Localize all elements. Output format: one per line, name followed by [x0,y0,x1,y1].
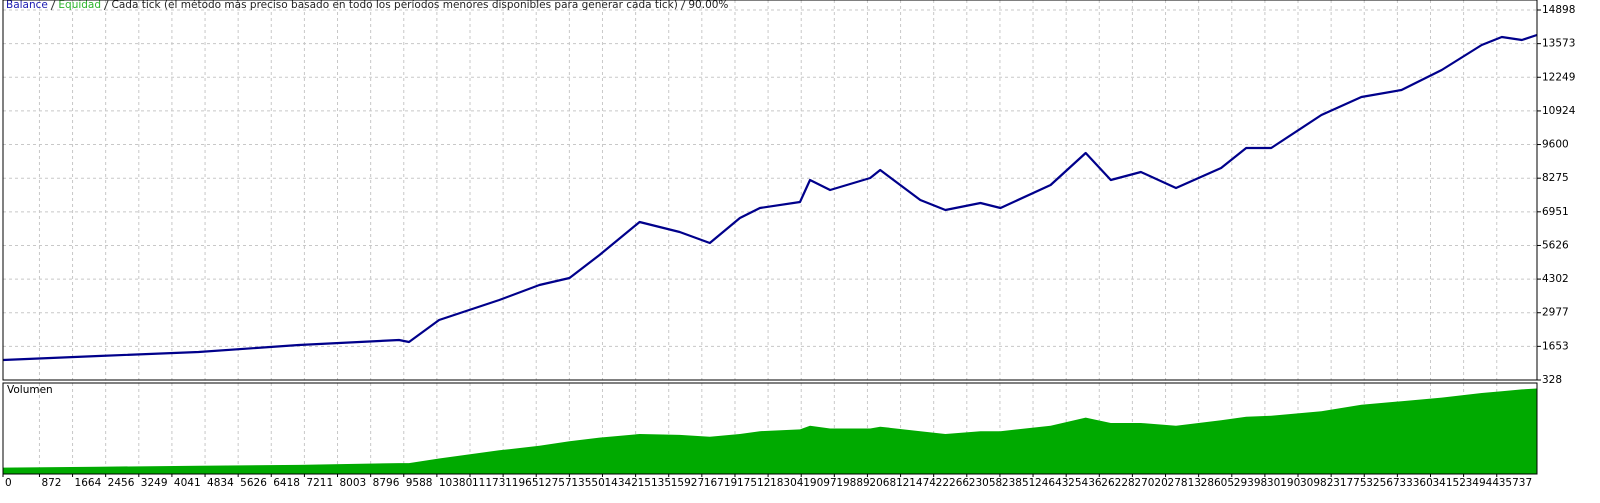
x-tick-label: 1664 [75,477,102,489]
x-tick-label: 23058 [969,477,1002,489]
x-tick-label: 7211 [306,477,333,489]
x-tick-label: 32567 [1366,477,1399,489]
x-tick-label: 17512 [737,477,770,489]
y-tick-label: 9600 [1542,139,1569,151]
y-tick-label: 13573 [1542,38,1575,50]
x-tick-label: 15927 [671,477,704,489]
x-tick-label: 14342 [604,477,637,489]
y-tick-label: 12249 [1542,71,1575,83]
y-tick-label: 1653 [1542,340,1569,352]
x-tick-label: 4834 [207,477,234,489]
x-tick-label: 29398 [1234,477,1267,489]
x-tick-label: 25436 [1068,477,1102,489]
y-tick-label: 2977 [1542,307,1569,319]
panel-frame [2,0,1538,381]
x-tick-label: 8003 [340,477,367,489]
x-tick-label: 6418 [273,477,300,489]
x-tick-label: 11965 [505,477,538,489]
y-tick-label: 328 [1542,374,1562,386]
x-tick-label: 9588 [406,477,433,489]
x-tick-label: 21474 [903,477,937,489]
y-tick-label: 8275 [1542,172,1569,184]
x-tick-label: 10380 [439,477,472,489]
x-tick-label: 24643 [1035,477,1068,489]
panel-frame [2,382,1538,475]
x-tick-label: 2456 [108,477,135,489]
volume-area [3,388,1537,474]
x-tick-label: 18304 [770,477,804,489]
quality: 90.00% [688,0,728,11]
x-tick-label: 0 [5,477,12,489]
x-tick-label: 20681 [869,477,902,489]
x-tick-label: 16719 [704,477,737,489]
x-tick-label: 5626 [240,477,267,489]
x-tick-label: 34944 [1466,477,1500,489]
y-tick-label: 6951 [1542,206,1569,218]
x-tick-label: 23851 [1002,477,1035,489]
x-tick-label: 30982 [1300,477,1333,489]
model-text: Cada tick (el método más preciso basado … [112,0,678,11]
x-tick-label: 22266 [936,477,970,489]
x-tick-label: 26228 [1101,477,1134,489]
x-tick-label: 872 [41,477,61,489]
panel-title: Volumen [7,384,53,396]
separator [50,0,56,11]
y-tick-label: 4302 [1542,273,1569,285]
separator [103,0,109,11]
x-tick-label: 19889 [836,477,869,489]
x-tick-label: 15135 [638,477,671,489]
x-tick-label: 27813 [1168,477,1201,489]
legend-entry: Equidad [58,0,101,11]
y-tick-label: 14898 [1542,4,1575,16]
x-tick-label: 12757 [538,477,571,489]
x-tick-label: 33360 [1399,477,1432,489]
x-tick-label: 34152 [1432,477,1465,489]
x-tick-label: 35737 [1499,477,1532,489]
x-tick-label: 11173 [472,477,505,489]
x-tick-label: 19097 [803,477,836,489]
x-tick-label: 31775 [1333,477,1366,489]
separator [680,0,686,11]
x-tick-label: 27020 [1134,477,1167,489]
x-tick-label: 4041 [174,477,201,489]
x-tick-label: 3249 [141,477,168,489]
header: Balance Equidad Cada tick (el método más… [6,0,728,11]
y-tick-label: 10924 [1542,105,1576,117]
balance-line [2,33,1538,362]
x-tick-label: 30190 [1267,477,1300,489]
x-tick-label: 13550 [571,477,604,489]
x-tick-label: 28605 [1201,477,1234,489]
x-tick-label: 8796 [373,477,400,489]
y-tick-label: 5626 [1542,239,1569,251]
legend-entry: Balance [6,0,48,11]
